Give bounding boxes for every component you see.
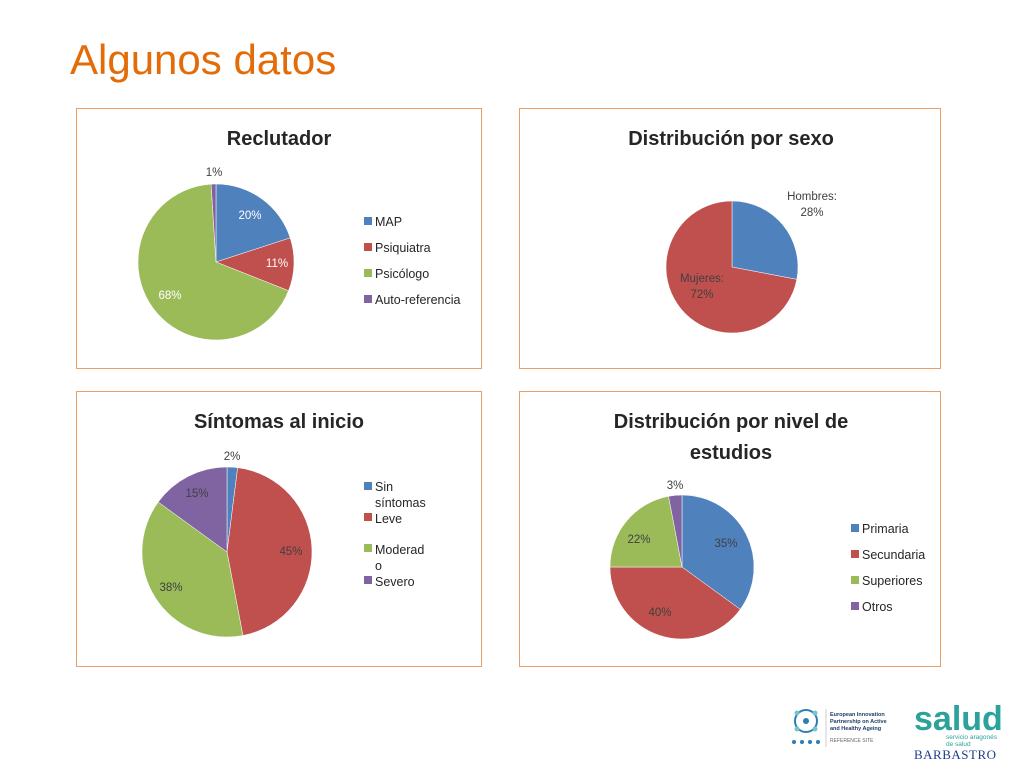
legend-swatch-auto-referencia xyxy=(364,295,372,303)
data-label-primaria: 35% xyxy=(714,538,737,550)
salud-place: BARBASTRO xyxy=(914,747,997,762)
pie-slice-moderado xyxy=(141,501,244,638)
chart-title-line2: estudios xyxy=(690,442,772,464)
pie-slice-otros xyxy=(668,494,683,568)
legend-label-psicologo: Psicólogo xyxy=(375,267,429,281)
legend-swatch-otros xyxy=(851,602,859,610)
legend-label-sin-sintomas-line2: síntomas xyxy=(375,496,426,510)
chart-title-line1: Distribución por nivel de xyxy=(614,411,848,433)
pie-slice-secundaria xyxy=(609,566,741,640)
chart-estudios-svg: Distribución por nivel de estudios 35% 40… xyxy=(609,411,925,640)
legend-label-leve: Leve xyxy=(375,512,402,526)
chart-panel-sexo: Distribución por sexo Hombres: 28% Mujeres… xyxy=(519,108,941,369)
pie-sexo: Hombres: 28% Mujeres: 72% xyxy=(665,191,837,334)
legend-swatch-moderado xyxy=(364,544,372,552)
eip-line-2: Partnership on Active xyxy=(830,719,887,725)
legend-swatch-primaria xyxy=(851,524,859,532)
salud-sub-2: de salud xyxy=(946,741,971,748)
chart-reclutador-svg: Reclutador 20% 11% 68% 1% MAP Psiquiatra Ps… xyxy=(137,128,461,341)
legend-swatch-psicologo xyxy=(364,269,372,277)
salud-sub-1: servicio aragonés xyxy=(946,734,998,741)
legend: Primaria Secundaria Superiores Otros xyxy=(851,522,925,614)
chart-title: Distribución por sexo xyxy=(628,128,834,150)
pie-slice-auto-referencia xyxy=(210,183,217,263)
legend-label-moderado-line2: o xyxy=(375,559,382,573)
data-label-superiores: 22% xyxy=(627,534,650,546)
legend-label-sin-sintomas-line1: Sin xyxy=(375,480,393,494)
chart-panel-reclutador: Reclutador 20% 11% 68% 1% MAP Psiquiatra Ps… xyxy=(76,108,482,369)
eip-sub: REFERENCE SITE xyxy=(830,738,874,744)
pie-slice-hombres xyxy=(731,200,799,280)
data-label-mujeres: Mujeres: 72% xyxy=(680,273,724,301)
legend-swatch-secundaria xyxy=(851,550,859,558)
pie-slice-leve xyxy=(226,467,313,636)
data-label-auto-referencia: 1% xyxy=(206,167,223,179)
pie-slice-superiores xyxy=(609,495,683,568)
data-label-psiquiatra: 11% xyxy=(266,258,288,270)
pie-slice-primaria xyxy=(681,494,755,610)
salud-word: salud xyxy=(914,700,1003,738)
legend-label-auto-referencia: Auto-referencia xyxy=(375,293,461,307)
legend-label-map: MAP xyxy=(375,215,402,229)
eip-aha-logo: European Innovation Partnership on Activ… xyxy=(790,707,905,749)
chart-panel-estudios: Distribución por nivel de estudios 35% 40… xyxy=(519,391,941,667)
pie-estudios: 35% 40% 22% 3% xyxy=(609,480,755,640)
data-label-psicologo: 68% xyxy=(158,290,181,302)
legend-label-secundaria: Secundaria xyxy=(862,548,925,562)
legend-label-primaria: Primaria xyxy=(862,522,909,536)
legend-swatch-severo xyxy=(364,576,372,584)
pie-slice-psicologo xyxy=(137,183,289,341)
data-label-otros: 3% xyxy=(667,480,684,492)
legend: MAP Psiquiatra Psicólogo Auto-referencia xyxy=(364,215,461,307)
chart-title: Síntomas al inicio xyxy=(194,411,364,433)
data-label-severo: 15% xyxy=(185,488,208,500)
legend-swatch-superiores xyxy=(851,576,859,584)
legend-label-otros: Otros xyxy=(862,600,893,614)
data-label-secundaria: 40% xyxy=(648,607,671,619)
pie-slice-map xyxy=(215,183,291,263)
data-label-leve: 45% xyxy=(279,546,302,558)
pie-reclutador: 20% 11% 68% 1% xyxy=(137,167,295,341)
pie-slice-mujeres xyxy=(665,200,798,334)
network-icon xyxy=(792,709,820,744)
eip-line-3: and Healthy Ageing xyxy=(830,726,881,732)
data-label-hombres: Hombres: 28% xyxy=(787,191,837,219)
pie-slice-severo xyxy=(157,466,228,553)
legend-swatch-sin-sintomas xyxy=(364,482,372,490)
legend: Sin síntomas Leve Moderad o Severo xyxy=(364,480,426,589)
salud-barbastro-logo: salud servicio aragonés de salud BARBAST… xyxy=(912,698,1012,762)
legend-label-moderado-line1: Moderad xyxy=(375,543,424,557)
chart-title: Reclutador xyxy=(227,128,332,150)
legend-swatch-leve xyxy=(364,513,372,521)
data-label-sin-sintomas: 2% xyxy=(224,451,241,463)
legend-label-severo: Severo xyxy=(375,575,415,589)
legend-label-superiores: Superiores xyxy=(862,574,922,588)
data-label-map: 20% xyxy=(238,210,261,222)
chart-panel-sintomas: Síntomas al inicio 2% 45% 38% 15% Sin sínto… xyxy=(76,391,482,667)
legend-label-psiquiatra: Psiquiatra xyxy=(375,241,431,255)
eip-line-1: European Innovation xyxy=(830,712,885,718)
legend-swatch-map xyxy=(364,217,372,225)
pie-sintomas: 2% 45% 38% 15% xyxy=(141,451,313,638)
chart-sexo-svg: Distribución por sexo Hombres: 28% Mujeres… xyxy=(628,128,837,334)
slide-title: Algunos datos xyxy=(70,36,337,83)
data-label-moderado: 38% xyxy=(159,582,182,594)
chart-sintomas-svg: Síntomas al inicio 2% 45% 38% 15% Sin sínto… xyxy=(141,411,426,638)
legend-swatch-psiquiatra xyxy=(364,243,372,251)
